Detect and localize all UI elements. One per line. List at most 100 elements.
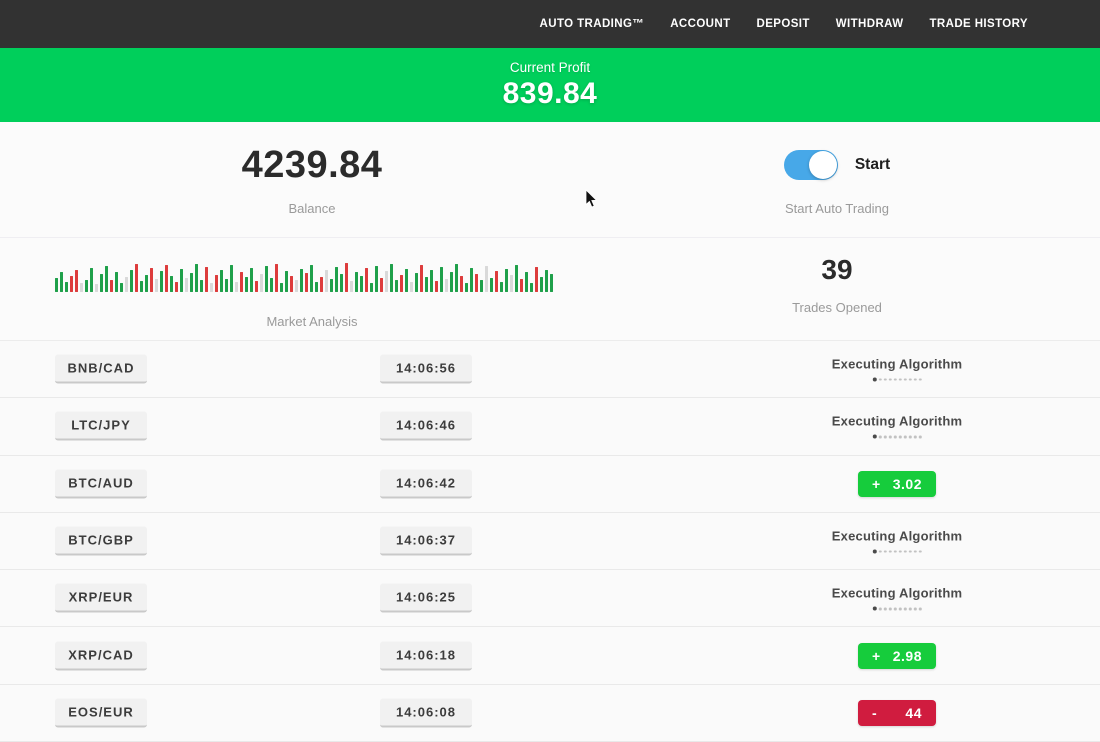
auto-trading-control: Start Start Auto Trading <box>687 150 987 216</box>
trade-row: LTC/JPY 14:06:46 Executing Algorithm <box>0 398 1100 456</box>
profit-banner-value: 839.84 <box>502 76 598 110</box>
market-bar <box>520 279 523 292</box>
market-bar <box>160 271 163 292</box>
pair-badge[interactable]: XRP/EUR <box>55 583 147 613</box>
market-bar <box>215 275 218 292</box>
market-bar <box>410 282 413 292</box>
market-bar <box>330 279 333 292</box>
market-analysis-label: Market Analysis <box>266 314 358 329</box>
market-bar <box>60 272 63 292</box>
market-bar <box>90 268 93 292</box>
market-bar <box>535 267 538 292</box>
market-bar <box>135 264 138 292</box>
market-bar <box>525 272 528 292</box>
market-bar <box>390 264 393 292</box>
market-bar <box>295 280 298 292</box>
trade-result: +3.02 <box>858 470 936 497</box>
balance-section: 4239.84 Balance Start Start Auto Trading <box>0 122 1100 238</box>
market-bar <box>320 277 323 292</box>
market-bar <box>75 270 78 292</box>
pair-badge[interactable]: BNB/CAD <box>55 354 147 384</box>
market-bar <box>270 278 273 292</box>
market-bar <box>235 282 238 292</box>
market-bar <box>375 266 378 292</box>
market-bar <box>475 274 478 292</box>
time-badge: 14:06:08 <box>380 698 472 728</box>
market-bar <box>200 280 203 292</box>
market-bar <box>370 283 373 292</box>
balance-value: 4239.84 <box>241 144 383 186</box>
trade-result: Executing Algorithm <box>832 529 962 554</box>
market-bar <box>165 265 168 292</box>
market-bar <box>150 268 153 292</box>
trade-result: +2.98 <box>858 642 936 669</box>
nav-item-auto-trading[interactable]: AUTO TRADING™ <box>539 18 645 30</box>
executing-label: Executing Algorithm <box>831 413 963 429</box>
market-bar <box>415 273 418 292</box>
auto-trading-toggle[interactable] <box>783 150 838 180</box>
market-bar <box>175 282 178 292</box>
trade-row: BTC/AUD 14:06:42 +3.02 <box>0 455 1100 513</box>
market-bar <box>500 282 503 292</box>
market-bar <box>240 272 243 292</box>
trade-row: BNB/CAD 14:06:56 Executing Algorithm <box>0 341 1100 399</box>
nav-item-deposit[interactable]: DEPOSIT <box>756 18 810 30</box>
top-nav: AUTO TRADING™ ACCOUNT DEPOSIT WITHDRAW TRADE… <box>0 0 1100 48</box>
pair-badge[interactable]: EOS/EUR <box>55 698 147 728</box>
profit-badge: +3.02 <box>858 470 936 497</box>
market-bar <box>80 283 83 292</box>
market-bar <box>315 282 318 292</box>
toggle-knob <box>808 151 837 179</box>
pair-badge[interactable]: LTC/JPY <box>55 411 147 441</box>
market-bar <box>350 281 353 292</box>
nav-item-trade-history[interactable]: TRADE HISTORY <box>929 18 1028 30</box>
market-bar <box>65 282 68 292</box>
trade-result: -44 <box>858 699 936 726</box>
time-badge: 14:06:18 <box>380 641 472 671</box>
executing-label: Executing Algorithm <box>831 585 963 601</box>
market-bar <box>470 268 473 292</box>
market-bar <box>465 283 468 292</box>
market-bar <box>430 270 433 292</box>
market-bar <box>70 276 73 292</box>
market-bar <box>435 281 438 292</box>
trades-opened-label: Trades Opened <box>792 300 882 315</box>
market-bar <box>510 275 513 292</box>
nav-item-withdraw[interactable]: WITHDRAW <box>835 18 904 30</box>
market-bar <box>445 279 448 292</box>
market-bar <box>405 269 408 292</box>
market-bar <box>340 274 343 292</box>
time-badge: 14:06:25 <box>380 583 472 613</box>
market-bar <box>530 283 533 292</box>
progress-dots <box>832 549 962 554</box>
market-bar <box>155 279 158 292</box>
market-bar <box>300 269 303 292</box>
trades-opened-value: 39 <box>821 254 853 285</box>
market-bar <box>440 267 443 292</box>
market-bar <box>195 264 198 292</box>
progress-dots <box>832 377 962 382</box>
balance-block: 4239.84 Balance <box>112 144 512 216</box>
market-bar <box>250 268 253 292</box>
market-bar <box>170 276 173 292</box>
market-bar <box>145 275 148 292</box>
market-bar <box>505 269 508 292</box>
market-bar <box>285 271 288 292</box>
market-bar <box>385 271 388 292</box>
nav-item-account[interactable]: ACCOUNT <box>670 18 731 30</box>
loss-badge: -44 <box>858 699 936 726</box>
profit-banner-label: Current Profit <box>509 59 591 75</box>
pair-badge[interactable]: BTC/AUD <box>55 469 147 499</box>
toggle-sublabel: Start Auto Trading <box>784 201 890 216</box>
market-bar <box>125 277 128 292</box>
market-bar <box>105 266 108 292</box>
market-bar <box>230 265 233 292</box>
market-bar <box>495 271 498 292</box>
pair-badge[interactable]: BTC/GBP <box>55 526 147 556</box>
market-bar <box>310 265 313 292</box>
market-bar <box>190 273 193 292</box>
market-bar <box>425 277 428 292</box>
pair-badge[interactable]: XRP/CAD <box>55 641 147 671</box>
trade-result: Executing Algorithm <box>832 414 962 439</box>
